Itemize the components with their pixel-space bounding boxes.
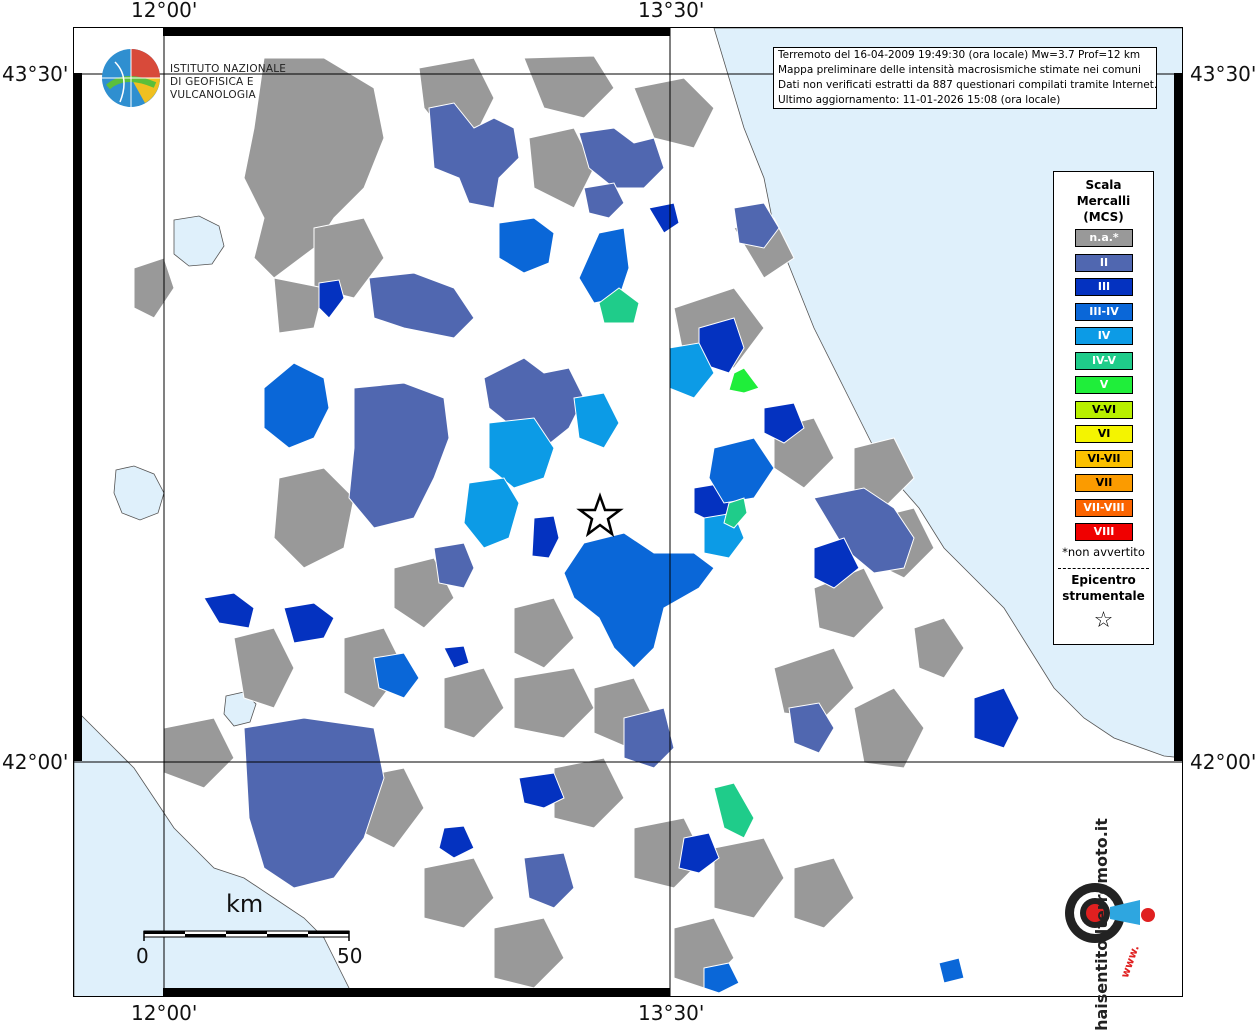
legend-epicenter-label: Epicentro strumentale [1054,572,1153,604]
legend-item: V [1075,376,1133,394]
intensity-legend: Scala Mercalli (MCS) n.a.* II III III-IV IV I… [1053,171,1154,645]
legend-item: III-IV [1075,302,1133,321]
legend-item: IV-V [1075,351,1133,370]
coord-top-right: 13°30' [638,0,705,22]
ingv-name: ISTITUTO NAZIONALE DI GEOFISICA E VULCAN… [170,63,330,102]
region-iii-iv [263,217,965,994]
coord-right-bottom: 42°00' [1190,750,1256,774]
region-iv-v [598,287,755,839]
haisentito-logo: haisentitoilterremoto.it www. [1035,818,1170,1031]
scale-bar [143,930,350,941]
ingv-line1: ISTITUTO NAZIONALE [170,63,287,75]
legend-item: VI-VII [1075,449,1133,468]
scalebar-start: 0 [136,944,149,968]
haisentito-target-icon [1065,883,1155,943]
legend-item: V-VI [1075,400,1133,419]
coord-left-top: 43°30' [2,62,69,86]
legend-separator [1058,568,1149,569]
haisentito-text: haisentitoilterremoto.it [1091,818,1111,1031]
legend-note: *non avvertito [1062,545,1145,559]
legend-title: Scala Mercalli (MCS) [1054,177,1153,225]
legend-epicenter-1: Epicentro [1071,573,1136,587]
legend-title-2: Mercalli [1076,194,1131,208]
legend-item: VII-VIII [1075,498,1133,517]
event-info-line3: Dati non verificati estratti da 887 ques… [778,79,1158,91]
region-ii [243,102,915,909]
legend-item: IV [1075,327,1133,345]
ingv-line2: DI GEOFISICA E VULCANOLOGIA [170,76,256,101]
ingv-logo: ISTITUTO NAZIONALE DI GEOFISICA E VULCAN… [100,47,330,109]
scalebar-unit: km [226,890,264,918]
legend-star-icon: ☆ [1093,608,1114,633]
legend-title-1: Scala [1085,178,1122,192]
legend-item: VII [1075,474,1133,492]
event-info-line4: Ultimo aggiornamento: 11-01-2026 15:08 (… [778,94,1061,106]
event-info-line2: Mappa preliminare delle intensità macros… [778,64,1141,76]
coord-right-top: 43°30' [1190,62,1256,86]
region-v [728,367,760,394]
ingv-globe-icon [102,49,160,107]
tyrrhenian-sea [74,707,354,996]
legend-title-3: (MCS) [1083,210,1124,224]
legend-item: III [1075,278,1133,296]
legend-item: VI [1075,425,1133,443]
lake-bolsena [113,465,165,521]
coord-left-bottom: 42°00' [2,750,69,774]
legend-item: II [1075,253,1133,272]
scalebar-end: 50 [337,944,363,968]
event-info-box: Terremoto del 16-04-2009 19:49:30 (ora l… [773,47,1157,109]
epicenter-star [576,492,624,538]
legend-item: n.a.* [1075,229,1133,247]
coord-bottom-right: 13°30' [638,1001,705,1025]
region-iv [463,342,745,559]
event-info-line1: Terremoto del 16-04-2009 19:49:30 (ora l… [778,49,1141,61]
coord-bottom-left: 12°00' [131,1001,198,1025]
legend-epicenter-2: strumentale [1062,589,1145,603]
legend-item: VIII [1075,523,1133,541]
coord-top-left: 12°00' [131,0,198,22]
lake-trasimeno [173,215,225,267]
